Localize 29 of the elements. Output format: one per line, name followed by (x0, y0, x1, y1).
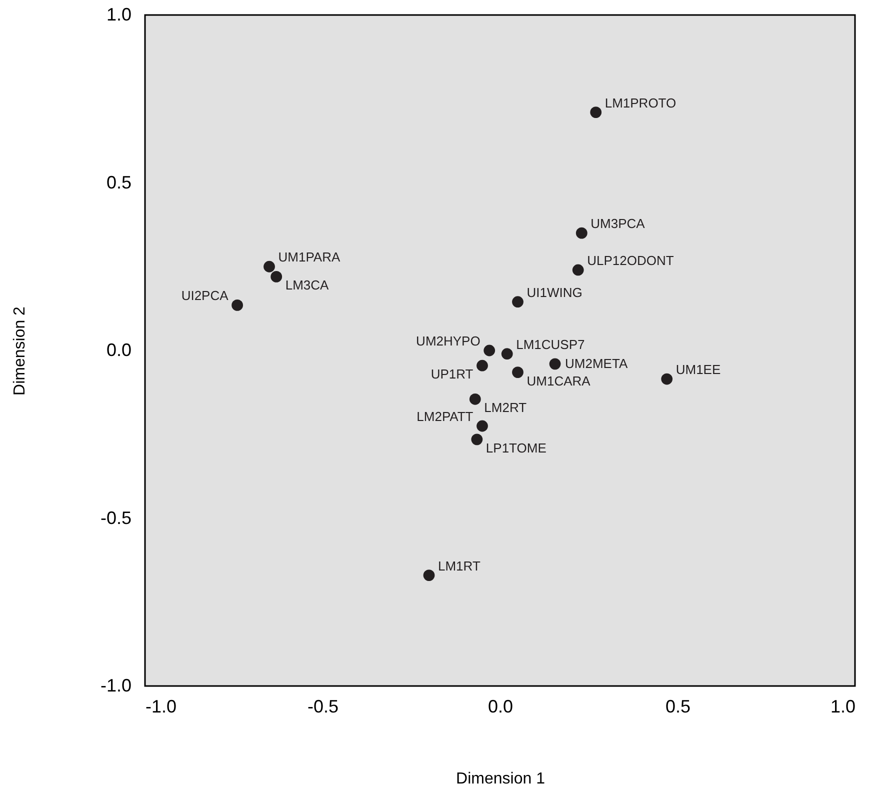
series-label: LM3CA (285, 278, 330, 293)
series-label: LM1CUSP7 (516, 336, 585, 352)
series-label: LM1RT (438, 558, 480, 574)
series-label: UI2PCA (181, 288, 229, 304)
series-label: LM2PATT (416, 408, 474, 424)
series-label: ULP12ODONT (587, 252, 674, 268)
y-axis-title: Dimension 2 (12, 306, 28, 396)
y-tick-label: 0.0 (106, 340, 132, 360)
x-axis-title: Dimension 1 (456, 770, 546, 788)
x-tick-label: 0.0 (488, 696, 514, 716)
x-tick-label: -0.5 (307, 696, 339, 716)
x-tick-label: 1.0 (830, 696, 856, 716)
x-tick-label: 0.5 (665, 696, 691, 716)
series-label: UM1PARA (278, 250, 340, 265)
series-label: UM2HYPO (416, 334, 480, 348)
series-label: LM1PROTO (604, 95, 676, 110)
y-tick-label: 1.0 (106, 4, 132, 24)
series-label: UM3PCA (590, 216, 646, 232)
series-label: LM2RT (484, 400, 527, 416)
series-label: LP1TOME (486, 440, 547, 456)
series-label: UM1EE (676, 362, 721, 378)
y-tick-label: 0.5 (106, 172, 132, 192)
x-tick-label: -1.0 (146, 696, 177, 716)
series-label: UM2META (565, 356, 628, 371)
series-label: UI1WING (526, 284, 582, 300)
y-tick-label: -0.5 (100, 508, 132, 528)
y-tick-label: -1.0 (100, 676, 132, 696)
series-label: UP1RT (430, 366, 474, 382)
series-label: UM1CARA (526, 373, 591, 388)
